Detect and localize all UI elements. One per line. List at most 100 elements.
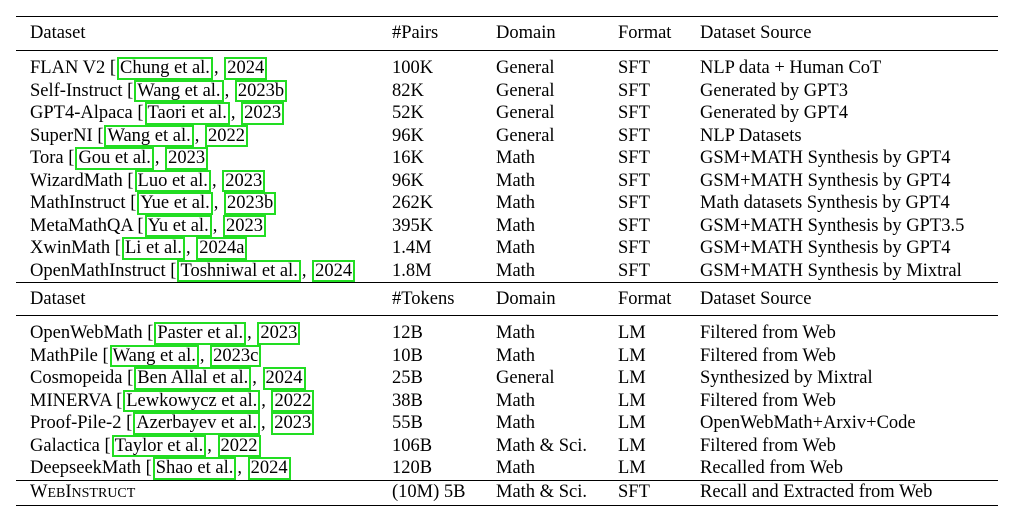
source-cell: Recall and Extracted from Web — [700, 479, 998, 506]
format-cell: LM — [618, 345, 646, 366]
domain-cell: Math — [496, 215, 536, 236]
citation-link-author[interactable]: Luo et al. — [134, 169, 211, 192]
dataset-name-cell: MathPile [Wang et al., 2023c — [16, 344, 392, 367]
count-cell: 100K — [392, 58, 434, 78]
citation-link-year[interactable]: 2022 — [271, 389, 315, 412]
citation-link-author[interactable]: Azerbayev et al. — [133, 412, 260, 435]
citation-link-year[interactable]: 2023b — [223, 192, 277, 215]
table-row: XwinMath [Li et al., 2024a 1.4M Math SFT GSM… — [16, 237, 998, 260]
citation-link-author[interactable]: Chung et al. — [117, 57, 213, 80]
table-row: FLAN V2 [Chung et al., 2024 100K General SF… — [16, 51, 998, 80]
count-cell: 1.4M — [392, 238, 432, 258]
citation-link-author[interactable]: Li et al. — [121, 237, 185, 260]
table-header-pairs: Dataset #Pairs Domain Format Dataset Sou… — [16, 16, 998, 51]
citation-link-author[interactable]: Lewkowycz et al. — [123, 389, 261, 412]
table-row: Self-Instruct [Wang et al., 2023b 82K Gene… — [16, 79, 998, 102]
table-row: MINERVA [Lewkowycz et al., 2022 38B Math LM… — [16, 389, 998, 412]
source-cell: NLP data + Human CoT — [700, 58, 882, 78]
source-cell: OpenWebMath+Arxiv+Code — [700, 413, 916, 433]
source-cell: GSM+MATH Synthesis by GPT4 — [700, 170, 951, 191]
dataset-name-cell: MathInstruct [Yue et al., 2023b — [16, 192, 392, 215]
header-dataset: Dataset — [16, 16, 392, 51]
citation-link-author[interactable]: Taori et al. — [144, 102, 230, 125]
citation-link-year[interactable]: 2023 — [222, 214, 266, 237]
citation-link-year[interactable]: 2023b — [234, 79, 288, 102]
citation-link-year[interactable]: 2023 — [257, 322, 301, 345]
dataset-name: DeepseekMath — [30, 458, 141, 478]
citation-link-year[interactable]: 2023c — [210, 344, 262, 367]
citation-link-author[interactable]: Wang et al. — [109, 344, 199, 367]
citation-link-year[interactable]: 2023 — [165, 147, 209, 170]
header-domain: Domain — [496, 16, 618, 51]
header-format: Format — [618, 16, 700, 51]
table-row: OpenMathInstruct [Toshniwal et al., 2024… — [16, 259, 998, 283]
dataset-name: MetaMathQA — [30, 215, 133, 236]
citation-link-author[interactable]: Ben Allal et al. — [134, 367, 252, 390]
domain-cell: Math — [496, 390, 536, 411]
dataset-name: Proof-Pile-2 — [30, 413, 122, 433]
domain-cell: General — [496, 125, 555, 146]
source-cell: GSM+MATH Synthesis by GPT4 — [700, 238, 951, 258]
count-cell: 82K — [392, 80, 424, 101]
count-cell: 38B — [392, 390, 423, 411]
citation-link-year[interactable]: 2023 — [222, 169, 266, 192]
table-row: MathPile [Wang et al., 2023c 10B Math LM Fil… — [16, 344, 998, 367]
citation-link-year[interactable]: 2024 — [312, 259, 356, 282]
citation-link-author[interactable]: Taylor et al. — [111, 434, 207, 457]
count-cell: 120B — [392, 458, 433, 478]
dataset-name-cell: FLAN V2 [Chung et al., 2024 — [16, 51, 392, 80]
citation-link-author[interactable]: Yu et al. — [144, 214, 212, 237]
header-source: Dataset Source — [700, 16, 998, 51]
dataset-name-webinstruct: WEBINSTRUCT — [30, 482, 136, 503]
header-domain: Domain — [496, 282, 618, 316]
count-cell: 96K — [392, 125, 424, 146]
source-cell: Filtered from Web — [700, 435, 836, 456]
table-row: OpenWebMath [Paster et al., 2023 12B Math L… — [16, 316, 998, 345]
citation-link-year[interactable]: 2023 — [271, 412, 315, 435]
dataset-name: Cosmopeida — [30, 368, 123, 388]
dataset-name-cell: Galactica [Taylor et al., 2022 — [16, 434, 392, 457]
citation-link-author[interactable]: Yue et al. — [137, 192, 213, 215]
count-cell: (10M) 5B — [392, 479, 496, 506]
dataset-name-cell: XwinMath [Li et al., 2024a — [16, 237, 392, 260]
header-source: Dataset Source — [700, 282, 998, 316]
format-cell: LM — [618, 323, 646, 343]
citation-link-year[interactable]: 2024a — [196, 237, 248, 260]
source-cell: Generated by GPT3 — [700, 80, 848, 101]
dataset-name: SuperNI — [30, 125, 93, 146]
dataset-name-cell: Proof-Pile-2 [Azerbayev et al., 2023 — [16, 412, 392, 435]
citation-link-author[interactable]: Wang et al. — [134, 79, 224, 102]
dataset-name-cell: Cosmopeida [Ben Allal et al., 2024 — [16, 367, 392, 390]
dataset-name-cell: Tora [Gou et al., 2023 — [16, 147, 392, 170]
citation-link-year[interactable]: 2024 — [224, 57, 268, 80]
count-cell: 12B — [392, 323, 423, 343]
format-cell: LM — [618, 368, 646, 388]
table-row: GPT4-Alpaca [Taori et al., 2023 52K Genera… — [16, 102, 998, 125]
citation-link-author[interactable]: Wang et al. — [104, 124, 194, 147]
dataset-name-cell: MetaMathQA [Yu et al., 2023 — [16, 214, 392, 237]
dataset-comparison-table: Dataset #Pairs Domain Format Dataset Sou… — [16, 16, 998, 506]
citation-link-year[interactable]: 2022 — [205, 124, 249, 147]
citation-link-author[interactable]: Paster et al. — [154, 322, 247, 345]
citation-link-author[interactable]: Gou et al. — [75, 147, 154, 170]
domain-cell: Math — [496, 458, 536, 478]
source-cell: NLP Datasets — [700, 125, 802, 146]
citation-link-author[interactable]: Shao et al. — [152, 457, 237, 480]
domain-cell: General — [496, 103, 555, 123]
table-row: SuperNI [Wang et al., 2022 96K General SFT N… — [16, 124, 998, 147]
format-cell: SFT — [618, 103, 650, 123]
header-dataset: Dataset — [16, 282, 392, 316]
citation-link-author[interactable]: Toshniwal et al. — [177, 259, 301, 282]
source-cell: Recalled from Web — [700, 458, 844, 478]
dataset-name-cell: OpenMathInstruct [Toshniwal et al., 2024 — [16, 259, 392, 283]
dataset-name: GPT4-Alpaca — [30, 103, 133, 123]
citation-link-year[interactable]: 2024 — [247, 457, 291, 480]
format-cell: SFT — [618, 479, 700, 506]
citation-link-year[interactable]: 2023 — [241, 102, 285, 125]
dataset-name: WizardMath — [30, 170, 123, 191]
format-cell: SFT — [618, 125, 650, 146]
source-cell: Math datasets Synthesis by GPT4 — [700, 193, 950, 213]
count-cell: 395K — [392, 215, 434, 236]
citation-link-year[interactable]: 2022 — [217, 434, 261, 457]
citation-link-year[interactable]: 2024 — [262, 367, 306, 390]
